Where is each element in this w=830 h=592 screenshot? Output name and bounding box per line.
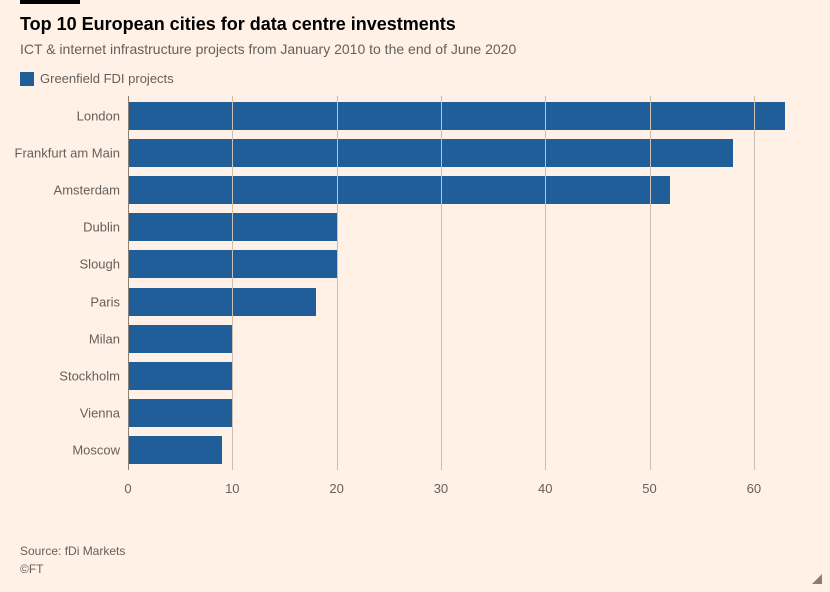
legend-swatch [20, 72, 34, 86]
bar-row: Dublin [128, 213, 806, 241]
copyright-line: ©FT [20, 560, 125, 578]
bar [128, 362, 232, 390]
category-label: London [77, 109, 128, 124]
category-label: Milan [89, 331, 128, 346]
bar [128, 436, 222, 464]
bar [128, 176, 670, 204]
x-tick-label: 30 [434, 481, 448, 496]
bar-row: Slough [128, 250, 806, 278]
x-tick-label: 60 [747, 481, 761, 496]
grid-line [441, 96, 442, 470]
axis-baseline [128, 96, 129, 470]
bar-row: Frankfurt am Main [128, 139, 806, 167]
source-line: Source: fDi Markets [20, 542, 125, 560]
bar-row: Moscow [128, 436, 806, 464]
category-label: Amsterdam [54, 183, 128, 198]
x-tick-label: 10 [225, 481, 239, 496]
category-label: Dublin [83, 220, 128, 235]
legend: Greenfield FDI projects [20, 71, 810, 86]
resize-corner-icon [812, 574, 822, 584]
chart-title: Top 10 European cities for data centre i… [20, 14, 810, 35]
grid-line [232, 96, 233, 470]
x-tick-label: 40 [538, 481, 552, 496]
x-tick-label: 20 [329, 481, 343, 496]
bar-row: London [128, 102, 806, 130]
bar [128, 139, 733, 167]
plot-area: London Frankfurt am Main Amsterdam Dublin Sl… [128, 96, 806, 496]
x-tick-label: 0 [124, 481, 131, 496]
bar [128, 399, 232, 427]
grid-line [754, 96, 755, 470]
bar-row: Paris [128, 288, 806, 316]
category-label: Stockholm [59, 368, 128, 383]
legend-label: Greenfield FDI projects [40, 71, 174, 86]
bar [128, 288, 316, 316]
grid-line [545, 96, 546, 470]
bar-row: Vienna [128, 399, 806, 427]
x-tick-label: 50 [642, 481, 656, 496]
category-label: Moscow [72, 442, 128, 457]
category-label: Frankfurt am Main [15, 146, 128, 161]
category-label: Paris [90, 294, 128, 309]
category-label: Slough [80, 257, 128, 272]
grid-line [650, 96, 651, 470]
bars-container: London Frankfurt am Main Amsterdam Dublin Sl… [128, 102, 806, 464]
bar [128, 325, 232, 353]
chart-footer: Source: fDi Markets ©FT [20, 542, 125, 578]
grid-line [337, 96, 338, 470]
bar-row: Stockholm [128, 362, 806, 390]
category-label: Vienna [80, 405, 128, 420]
top-rule [20, 0, 80, 4]
bar-row: Milan [128, 325, 806, 353]
bar-row: Amsterdam [128, 176, 806, 204]
chart: Top 10 European cities for data centre i… [20, 14, 810, 496]
chart-subtitle: ICT & internet infrastructure projects f… [20, 41, 810, 57]
bar [128, 102, 785, 130]
